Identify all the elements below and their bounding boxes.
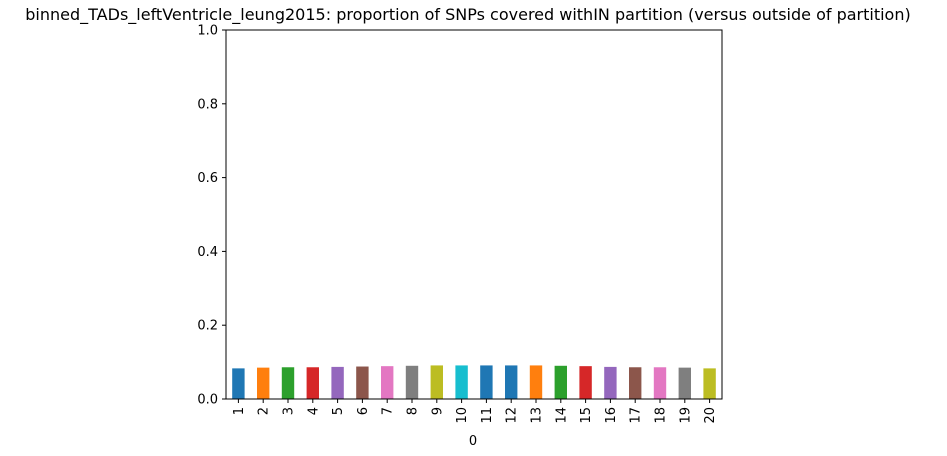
bar [579, 366, 592, 399]
y-tick-label: 0.2 [197, 319, 218, 334]
bar [629, 367, 642, 399]
x-tick-label: 19 [678, 407, 693, 424]
x-tick-label: 13 [530, 407, 545, 424]
axes-frame [225, 29, 723, 400]
bar [356, 366, 369, 399]
y-tick-label: 1.0 [197, 24, 218, 39]
bar [554, 365, 567, 399]
bar [430, 365, 443, 399]
bar [505, 365, 518, 399]
bar [455, 365, 468, 399]
bar [306, 367, 319, 399]
x-tick-label: 2 [257, 407, 272, 415]
bar [257, 367, 270, 399]
bar [678, 367, 691, 399]
bar [480, 365, 493, 399]
x-tick-label: 17 [629, 407, 644, 424]
x-tick-label: 10 [455, 407, 470, 424]
x-tick-label: 20 [703, 407, 718, 424]
x-tick-label: 6 [356, 407, 371, 415]
x-tick-label: 5 [331, 407, 346, 415]
bar [703, 368, 716, 399]
x-tick-label: 7 [381, 407, 396, 415]
bar [232, 368, 245, 399]
y-tick-label: 0.0 [197, 393, 218, 408]
chart-title: binned_TADs_leftVentricle_leung2015: pro… [25, 5, 910, 25]
y-tick-label: 0.6 [197, 171, 218, 186]
bar [529, 365, 543, 399]
bar [405, 365, 419, 399]
bar [381, 366, 394, 399]
x-tick-label: 4 [306, 407, 321, 415]
x-tick-label: 12 [505, 407, 520, 424]
y-tick-label: 0.4 [197, 245, 218, 260]
bar [604, 366, 617, 399]
x-tick-label: 15 [579, 407, 594, 424]
x-tick-label: 18 [654, 407, 669, 424]
x-tick-label: 1 [232, 407, 247, 415]
y-tick-label: 0.8 [197, 97, 218, 112]
bar [653, 367, 667, 399]
x-axis-label: 0 [469, 434, 477, 449]
x-tick-label: 14 [554, 407, 569, 424]
bar [331, 366, 344, 399]
plot-area: 0.00.20.40.60.81.01 2 3 4 5 6 7 8 9 10 11 12 13 14 15 1… [197, 24, 723, 424]
x-tick-label: 11 [480, 407, 495, 424]
x-tick-label: 9 [430, 407, 445, 415]
x-tick-label: 8 [406, 407, 421, 415]
x-tick-label: 16 [604, 407, 619, 424]
bar [281, 367, 295, 399]
x-tick-label: 3 [282, 407, 297, 415]
